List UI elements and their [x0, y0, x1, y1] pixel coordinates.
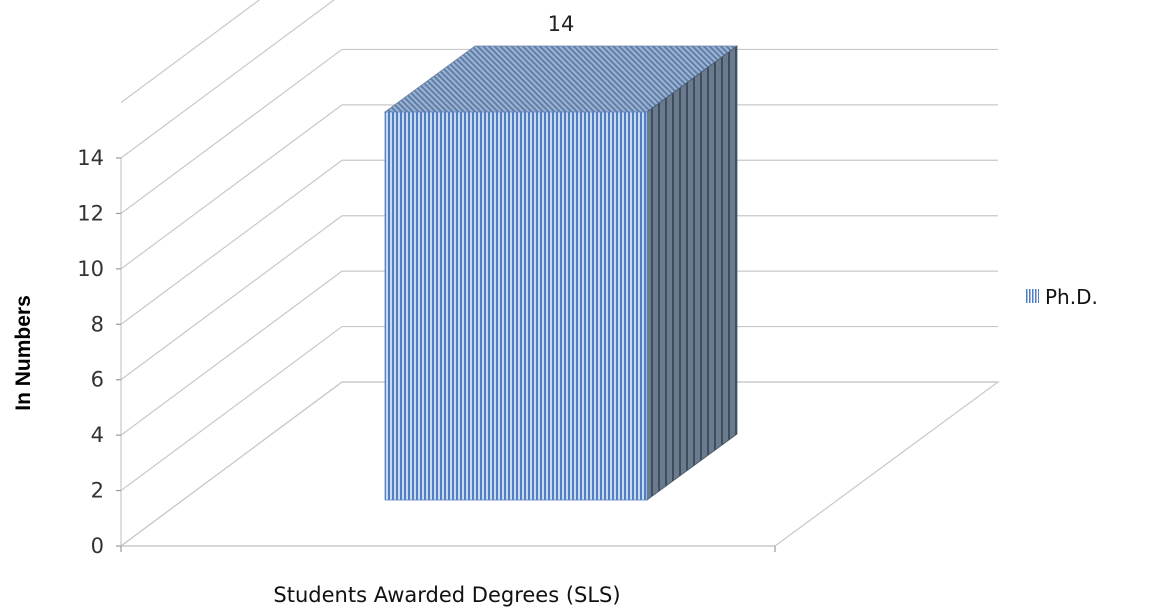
- bars: [383, 45, 739, 501]
- legend: Ph.D.: [1026, 285, 1098, 309]
- y-tick-label: 14: [77, 146, 104, 170]
- y-tick-label: 12: [77, 201, 104, 225]
- x-axis-label: Students Awarded Degrees (SLS): [273, 583, 620, 607]
- legend-entry: Ph.D.: [1045, 285, 1098, 309]
- gridline-side: [120, 159, 343, 325]
- gridline-side: [120, 215, 343, 381]
- y-tick-label: 4: [91, 423, 104, 447]
- gridline-side: [120, 104, 343, 270]
- axes: [116, 157, 776, 552]
- y-tick-labels: 0 2 4 6 8 10 12 14: [77, 146, 104, 558]
- y-tick-label: 10: [77, 257, 104, 281]
- gridline-side: [120, 48, 343, 214]
- y-tick-label: 8: [91, 312, 104, 336]
- bar-front-face: [384, 111, 648, 501]
- legend-swatch: [1026, 289, 1039, 303]
- data-label: 14: [548, 12, 575, 36]
- y-tick-label: 6: [91, 368, 104, 392]
- data-labels: 14: [548, 12, 575, 36]
- y-tick-label: 2: [91, 479, 104, 503]
- y-axis-label: In Numbers: [12, 295, 35, 411]
- bar-side-face: [646, 45, 738, 501]
- y-tick-label: 0: [91, 534, 104, 558]
- gridline-side: [120, 381, 343, 547]
- bar-phd: [383, 45, 739, 501]
- gridline-side: [120, 0, 335, 159]
- gridline-side: [120, 0, 261, 104]
- gridline-side: [120, 326, 343, 492]
- gridline-side: [120, 270, 343, 436]
